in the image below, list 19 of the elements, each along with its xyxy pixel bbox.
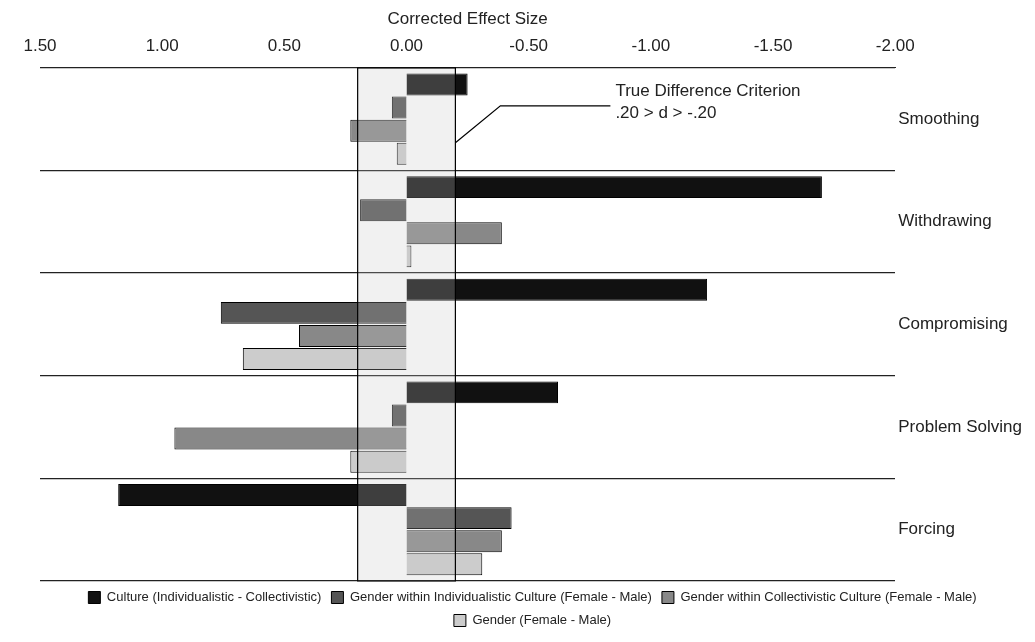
x-axis-title: Corrected Effect Size [387, 8, 548, 28]
y-tick-label: Problem Solving [898, 416, 1022, 436]
legend-label: Gender (Female - Male) [472, 612, 612, 628]
x-tick-label: -1.00 [631, 36, 671, 56]
legend-label: Culture (Individualistic - Collectivistic) [106, 589, 322, 605]
x-tick-label: 1.00 [145, 36, 179, 56]
y-tick-label: Smoothing [898, 108, 980, 128]
legend-label: Gender within Individualistic Culture (Female - Male) [349, 589, 652, 605]
x-tick-label: 0.50 [267, 36, 301, 56]
x-tick-label: -1.50 [753, 36, 793, 56]
x-tick-label: -2.00 [875, 36, 915, 56]
y-tick-label: Forcing [898, 519, 955, 539]
x-tick-label: 1.50 [23, 36, 57, 56]
legend-label: Gender within Collectivistic Culture (Female - Male) [680, 589, 977, 605]
band-label: True Difference Criterion .20 > d > -.20 [615, 81, 801, 123]
y-tick-label: Withdrawing [898, 211, 992, 231]
y-tick-label: Compromising [898, 314, 1008, 334]
x-tick-label: 0.00 [389, 36, 424, 56]
x-tick-label: -0.50 [509, 36, 549, 56]
